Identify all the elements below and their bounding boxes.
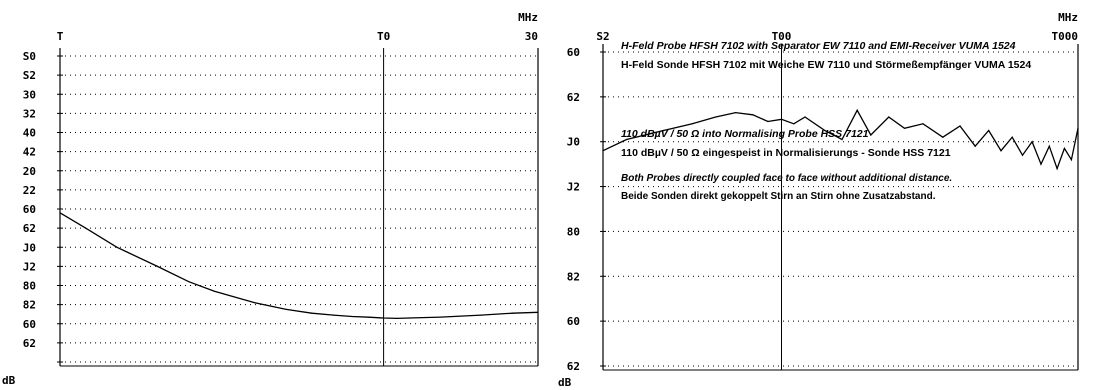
data-point [156, 265, 159, 267]
data-point [116, 246, 118, 248]
data-point [767, 120, 769, 123]
y-tick-label: J0 [567, 136, 580, 149]
data-point [254, 302, 256, 304]
data-point [396, 317, 398, 319]
data-point [311, 312, 313, 314]
y-tick-label: J0 [23, 241, 36, 254]
data-point [602, 150, 604, 152]
y-tick-label: 80 [23, 280, 36, 293]
y-tick-label: J2 [23, 260, 36, 273]
data-point [1021, 154, 1024, 156]
y-tick-label: 62 [23, 222, 36, 235]
data-point [922, 123, 924, 125]
data-point [856, 109, 858, 111]
chart-annotation: H-Feld Sonde HFSH 7102 mit Weiche EW 711… [621, 59, 1031, 71]
data-point [824, 129, 826, 132]
data-point [351, 315, 353, 318]
y-tick-label: J2 [567, 181, 580, 194]
data-point [752, 114, 754, 116]
y-tick-label: 32 [23, 107, 36, 120]
data-point [793, 123, 795, 125]
x-tick-label: T000 [1052, 30, 1079, 43]
left-chart-panel: S0 S2 30 32 40 42 20 22 60 62 J0 J2 80 82 60 62 T T0 30 MHz… [2, 11, 539, 387]
y-tick-label: 62 [567, 360, 580, 373]
y-tick-label: 60 [567, 315, 580, 328]
data-point [1077, 127, 1079, 129]
data-point [841, 138, 843, 141]
data-point [59, 212, 61, 214]
data-point [383, 317, 385, 319]
data-point [1011, 136, 1013, 138]
data-point [213, 290, 215, 292]
data-point [942, 136, 944, 138]
series-line [59, 212, 539, 320]
data-point [662, 129, 665, 132]
x-tick-label: T0 [377, 30, 390, 43]
data-point [439, 316, 442, 318]
data-point [85, 227, 87, 229]
x-unit-label: MHz [1058, 11, 1078, 24]
series-line [602, 108, 1079, 171]
data-point [870, 134, 872, 136]
data-point [691, 123, 693, 125]
data-point [1048, 145, 1050, 147]
y-tick-label: 42 [23, 146, 36, 159]
data-point [780, 118, 783, 120]
x-tick-label: 30 [525, 30, 538, 43]
data-point [285, 308, 287, 311]
y-tick-label: 82 [567, 270, 580, 283]
y-tick-label: 40 [23, 127, 36, 140]
data-point [1063, 147, 1066, 150]
data-point [888, 116, 890, 118]
data-point [974, 145, 976, 147]
data-point [715, 116, 717, 118]
data-point [480, 314, 482, 316]
data-point [1031, 141, 1033, 143]
data-point [188, 281, 190, 283]
chart-annotation: 110 dBµV / 50 Ω eingespeist in Normalisi… [621, 147, 951, 159]
x-unit-label: MHz [518, 11, 538, 24]
data-point [1040, 163, 1042, 165]
y-tick-label: 62 [23, 337, 36, 350]
data-point [1056, 168, 1058, 170]
data-point [734, 111, 737, 114]
y-tick-label: 60 [23, 318, 36, 331]
y-tick-label: 62 [567, 91, 580, 104]
chart-annotation: Both Probes directly coupled face to fac… [621, 173, 952, 184]
data-point [332, 314, 335, 316]
x-tick-label: T [57, 30, 64, 43]
y-tick-label: S0 [23, 50, 36, 63]
y-tick-label: 60 [23, 203, 36, 216]
data-point [537, 311, 539, 313]
y-unit-label: dB [2, 374, 16, 387]
data-point [1000, 150, 1002, 152]
x-tick-label: S2 [596, 30, 609, 43]
right-chart-panel: 60 62 J0 J2 80 82 60 62 S2 T00 T000 MHz dB H-Feld Pro… [558, 11, 1079, 389]
y-tick-label: 30 [23, 88, 36, 101]
chart-annotation: Beide Sonden direkt gekoppelt Stirn an S… [621, 191, 936, 202]
chart-annotation: 110 dBµV / 50 Ω into Normalising Probe H… [621, 128, 869, 140]
chart-annotation: H-Feld Probe HFSH 7102 with Separator EW… [621, 40, 1016, 52]
x-tick-label: T00 [772, 30, 792, 43]
data-point [368, 316, 370, 318]
data-point [804, 116, 806, 118]
y-tick-label: 82 [23, 299, 36, 312]
y-unit-label: dB [558, 376, 572, 389]
data-point [625, 138, 628, 141]
data-point [511, 312, 513, 314]
data-point [959, 125, 961, 127]
y-tick-label: 22 [23, 184, 36, 197]
data-point [988, 129, 990, 132]
data-point [903, 127, 906, 129]
data-point [408, 317, 410, 319]
y-tick-label: S2 [23, 69, 36, 82]
y-tick-label: 80 [567, 225, 580, 238]
y-tick-label: 60 [567, 46, 580, 59]
data-point [1070, 159, 1072, 161]
y-tick-label: 20 [23, 165, 36, 178]
